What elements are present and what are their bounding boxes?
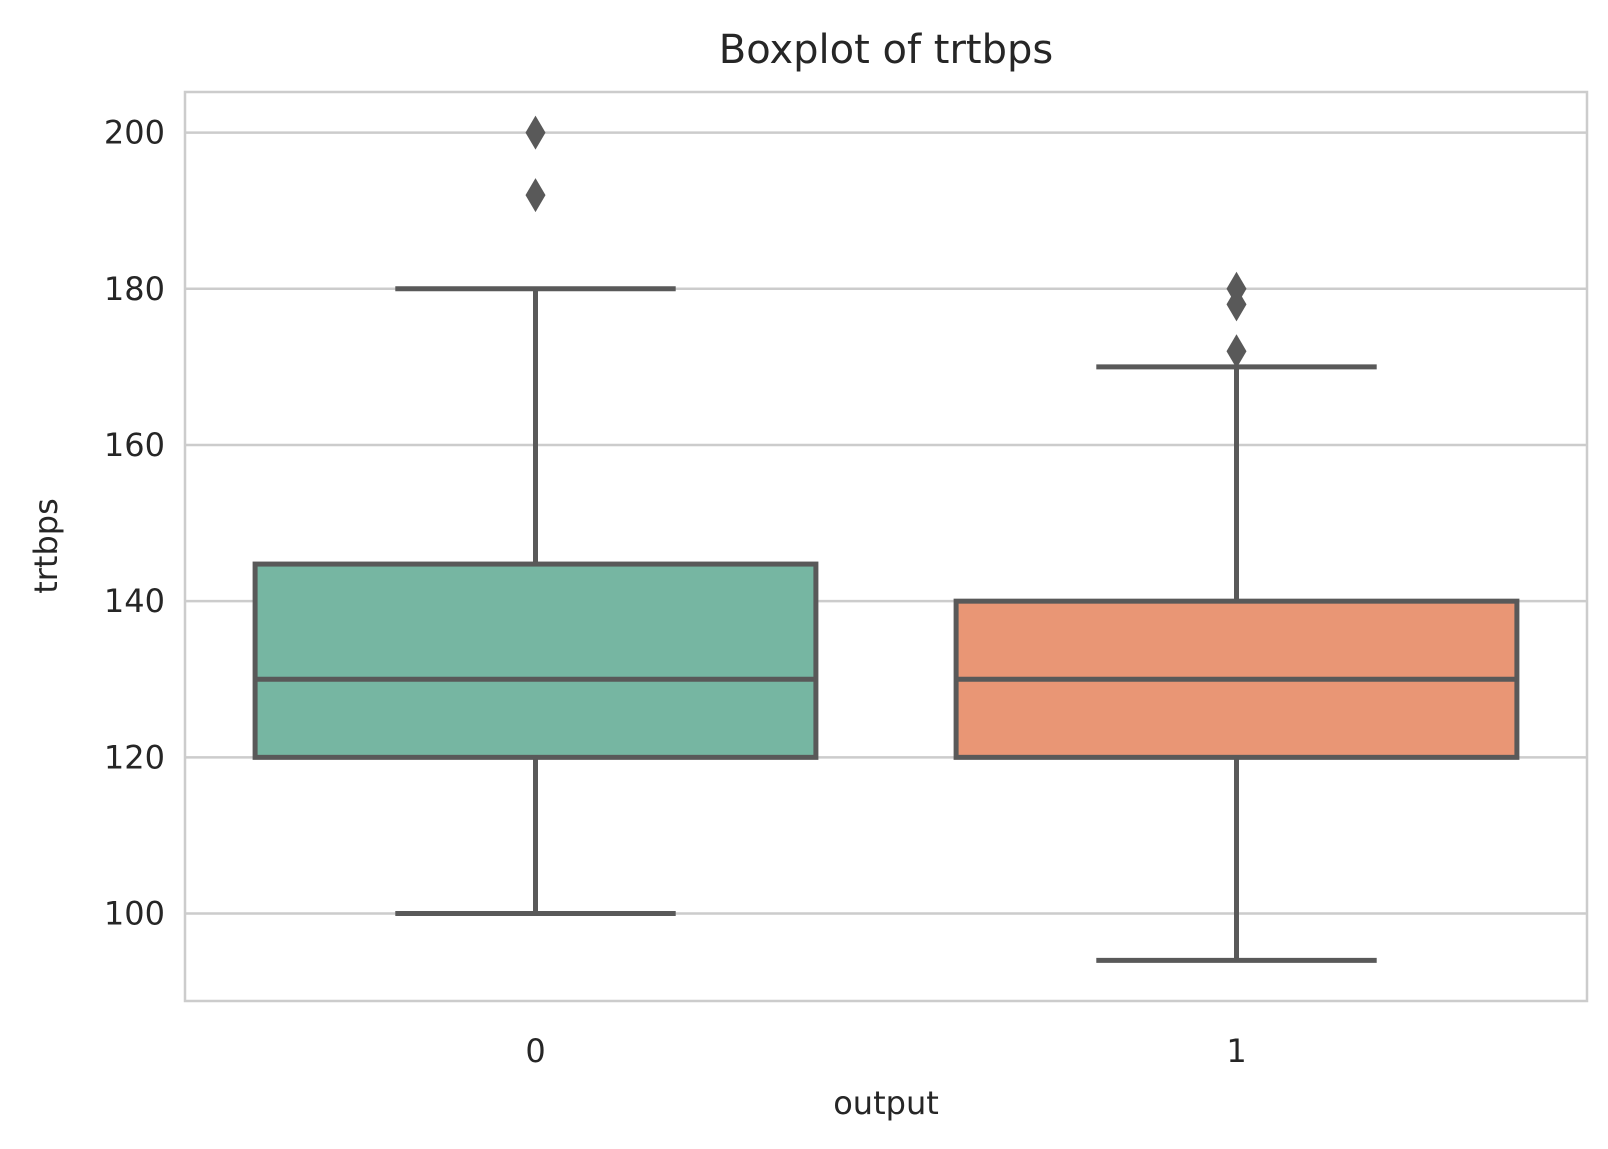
y-axis-label: trtbps — [27, 498, 65, 594]
box-group-1 — [953, 271, 1520, 963]
outlier-point — [525, 178, 546, 213]
y-tick-label: 160 — [104, 426, 165, 464]
y-tick-label: 140 — [104, 582, 165, 620]
y-tick-label: 200 — [104, 114, 165, 152]
outlier-point — [1226, 271, 1247, 306]
outlier-point — [1226, 334, 1247, 369]
outlier-point — [525, 115, 546, 150]
chart-title: Boxplot of trtbps — [719, 27, 1053, 73]
y-tick-label: 180 — [104, 270, 165, 308]
plot-area-frame — [183, 90, 1589, 1003]
x-tick-label: 1 — [1226, 1032, 1246, 1070]
x-tick-label: 0 — [525, 1032, 545, 1070]
y-tick-label: 100 — [104, 895, 165, 933]
boxes-layer — [252, 115, 1520, 963]
y-tick-labels: 100 120 140 160 180 200 — [104, 114, 165, 933]
box-group-0 — [252, 115, 819, 917]
y-tick-label: 120 — [104, 738, 165, 776]
iqr-box — [252, 561, 819, 760]
x-axis-label: output — [833, 1084, 939, 1122]
